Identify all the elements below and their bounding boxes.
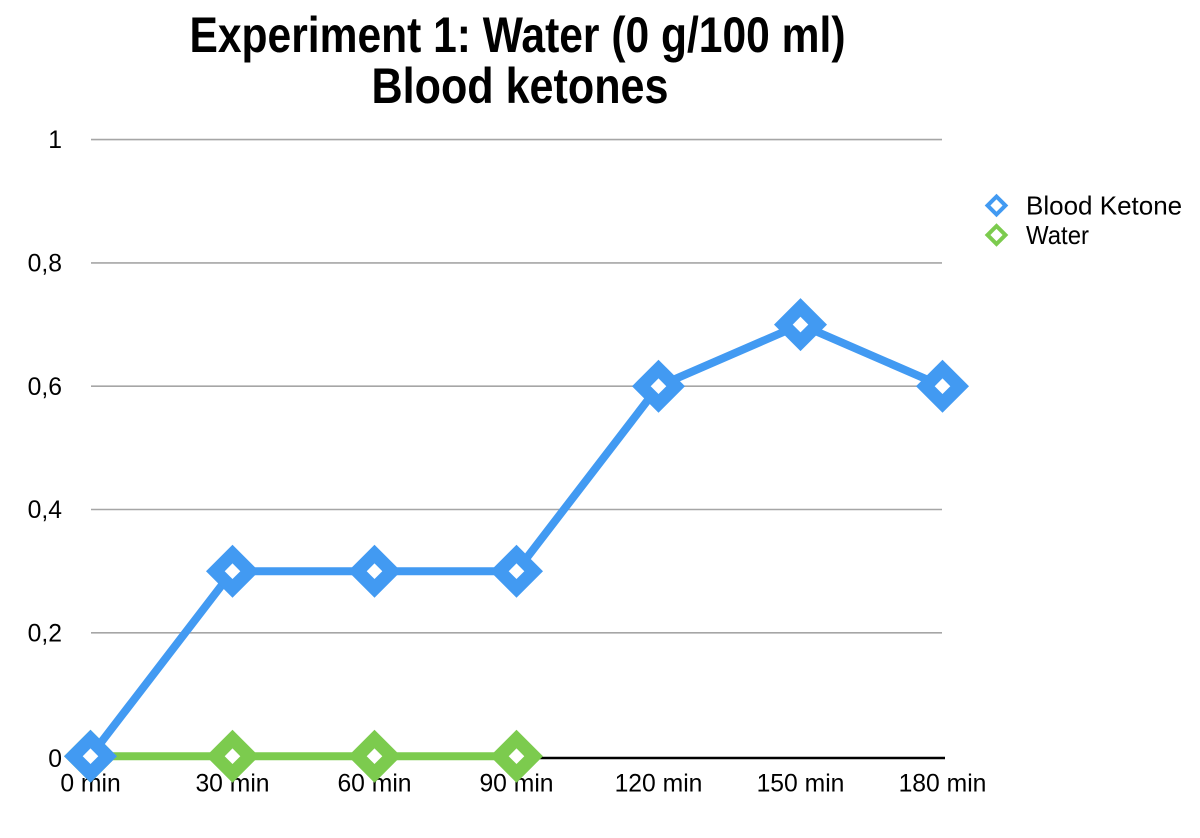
svg-text:180 min: 180 min [899,771,987,798]
svg-text:0,2: 0,2 [28,620,62,647]
svg-text:Experiment 1: Water (0 g/100 m: Experiment 1: Water (0 g/100 ml) [190,7,846,63]
svg-text:Blood Ketone: Blood Ketone [1026,191,1182,221]
svg-text:Blood ketones: Blood ketones [372,58,669,114]
svg-text:120 min: 120 min [615,771,703,798]
svg-text:0,8: 0,8 [28,251,62,278]
svg-text:0: 0 [48,746,62,773]
svg-text:Water: Water [1026,220,1089,250]
svg-text:0,6: 0,6 [28,374,62,401]
svg-text:0,4: 0,4 [28,497,62,524]
svg-text:1: 1 [48,127,62,154]
svg-text:150 min: 150 min [757,771,845,798]
